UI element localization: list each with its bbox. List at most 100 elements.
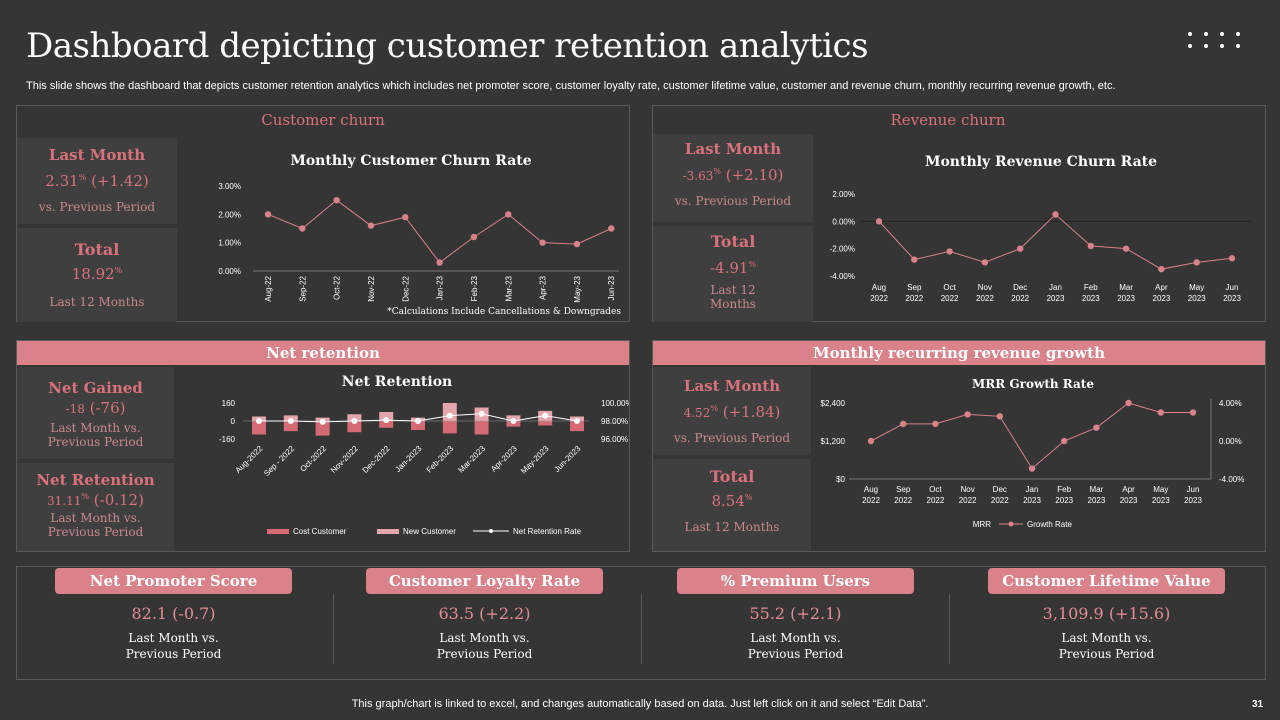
x-tick-label: 2023 (1152, 496, 1170, 505)
x-tick-label: Jun-2023 (552, 444, 582, 474)
y-tick-label: $0 (836, 475, 845, 484)
data-point (911, 256, 918, 263)
kpi-value: 8.54% (653, 492, 811, 510)
kpi-heading: Last Month (684, 140, 782, 158)
bar-cost-customer (570, 421, 584, 432)
kpi-change: (+2.10) (725, 166, 784, 184)
data-point (446, 412, 453, 419)
x-tick-label: Oct-2022 (298, 444, 328, 474)
loyalty-badge: Customer Loyalty Rate (366, 568, 603, 594)
data-point (319, 418, 326, 425)
x-tick-label: 2023 (1055, 496, 1073, 505)
net-retention-chart-title: Net Retention (341, 374, 453, 390)
data-point (351, 418, 358, 424)
data-point (542, 412, 549, 419)
kpi-heading: Last Month (48, 146, 146, 164)
bar-cost-customer (411, 421, 425, 430)
bar-cost-customer (252, 421, 266, 435)
y-tick-label: $2,400 (821, 399, 846, 408)
kpi-number: -18 (65, 402, 85, 416)
kpi-number: -4.91 (709, 259, 749, 277)
customer-churn-last-month: Last Month 2.31% (+1.42) vs. Previous Pe… (17, 138, 177, 224)
kpi-sub: Last Month vs. (50, 511, 141, 525)
net-retention-title: Net retention (17, 341, 629, 365)
x-tick-label: Nov-22 (367, 275, 376, 301)
legend-swatch-rate-dot (489, 529, 493, 533)
data-point (1017, 245, 1024, 252)
premium-value: 55.2 (+2.1) (749, 604, 842, 623)
data-point (981, 259, 989, 266)
data-point (470, 233, 478, 241)
x-tick-label: Sep (907, 283, 922, 292)
data-point (932, 420, 939, 428)
legend-swatch-new (377, 529, 399, 534)
kpi-value: 2.31% (+1.42) (17, 172, 177, 190)
kpi-change: (-76) (89, 399, 126, 417)
data-point (299, 225, 306, 232)
data-point (1125, 399, 1132, 407)
kpi-sub: Previous Period (47, 525, 144, 539)
x-tick-label: 2023 (1088, 496, 1106, 505)
x-tick-label: 2022 (991, 496, 1009, 505)
x-tick-label: 2022 (1011, 294, 1029, 303)
kpi-unit: % (713, 167, 721, 176)
divider (949, 594, 950, 664)
customer-churn-total: Total 18.92% Last 12 Months (17, 228, 177, 322)
kpi-unit: % (744, 493, 753, 502)
legend-swatch-growth-dot (1008, 521, 1014, 527)
revenue-churn-chart: 2.00% 0.00% -2.00% -4.00% Aug 2022 Sep 2022 Oct 2… (830, 190, 1251, 303)
x-tick-label: Nov (960, 485, 974, 494)
x-tick-label: Jun (1226, 283, 1239, 292)
bar-new-customer (347, 414, 362, 421)
data-point (900, 420, 907, 428)
bottom-kpi-strip (16, 566, 1266, 680)
mrr-title: Monthly recurring revenue growth (653, 341, 1265, 365)
clv-value: 3,109.9 (+15.6) (1042, 604, 1171, 623)
kpi-change: (+1.84) (722, 403, 781, 421)
mrr-last-month: Last Month 4.52% (+1.84) vs. Previous Pe… (653, 367, 811, 455)
churn-footnote: *Calculations Include Cancellations & Do… (387, 307, 621, 317)
x-tick-label: 2023 (1223, 294, 1241, 303)
x-tick-label: Sep (896, 485, 911, 494)
data-point (287, 418, 294, 424)
x-tick-label: Feb-23 (470, 275, 479, 301)
kpi-sub: vs. Previous Period (38, 200, 156, 214)
bar-cost-customer (442, 421, 457, 434)
x-tick-label: 2023 (1184, 496, 1202, 505)
x-tick-label: Dec (993, 485, 1007, 494)
customer-churn-chart-title: Monthly Customer Churn Rate (290, 153, 532, 169)
kpi-change: (-0.12) (93, 491, 144, 509)
x-tick-label: Mar (1090, 485, 1104, 494)
kpi-sub: Last Month vs. (50, 421, 141, 435)
y-tick-label: 2.00% (832, 190, 855, 199)
bar-new-customer (379, 412, 394, 421)
data-point (946, 248, 953, 255)
x-tick-label: Jan (1026, 485, 1039, 494)
kpi-number: 4.52 (683, 406, 711, 420)
premium-sub: Last Month vs. (750, 631, 841, 645)
churn-line (267, 199, 612, 264)
kpi-unit: % (710, 404, 718, 413)
legend-swatch-cost (267, 529, 289, 534)
kpi-heading: Total (74, 240, 120, 259)
x-tick-label: 2023 (1153, 294, 1171, 303)
y-tick-label: 1.00% (218, 239, 241, 248)
x-tick-label: Dec-2022 (361, 444, 392, 475)
data-point (996, 413, 1003, 420)
data-point (1061, 437, 1068, 445)
premium-badge: % Premium Users (677, 568, 914, 594)
divider (333, 594, 334, 664)
customer-churn-chart: 3.00% 2.00% 1.00% 0.00% Aug-22 Sep-22 Oct-22 No… (218, 182, 619, 303)
kpi-value: 4.52% (+1.84) (653, 403, 811, 421)
x-tick-label: 2023 (1120, 496, 1138, 505)
x-tick-label: Feb (1084, 283, 1098, 292)
data-point (415, 418, 421, 424)
y2-tick-label: -4.00% (1219, 475, 1244, 484)
nps-sub: Last Month vs. (128, 631, 219, 645)
data-point (573, 240, 581, 248)
x-tick-label: May (1189, 283, 1204, 292)
kpi-unit: % (81, 492, 89, 501)
kpi-value: -3.63% (+2.10) (653, 166, 813, 184)
data-point (1158, 265, 1165, 273)
y-tick-label: 2.00% (218, 210, 241, 219)
